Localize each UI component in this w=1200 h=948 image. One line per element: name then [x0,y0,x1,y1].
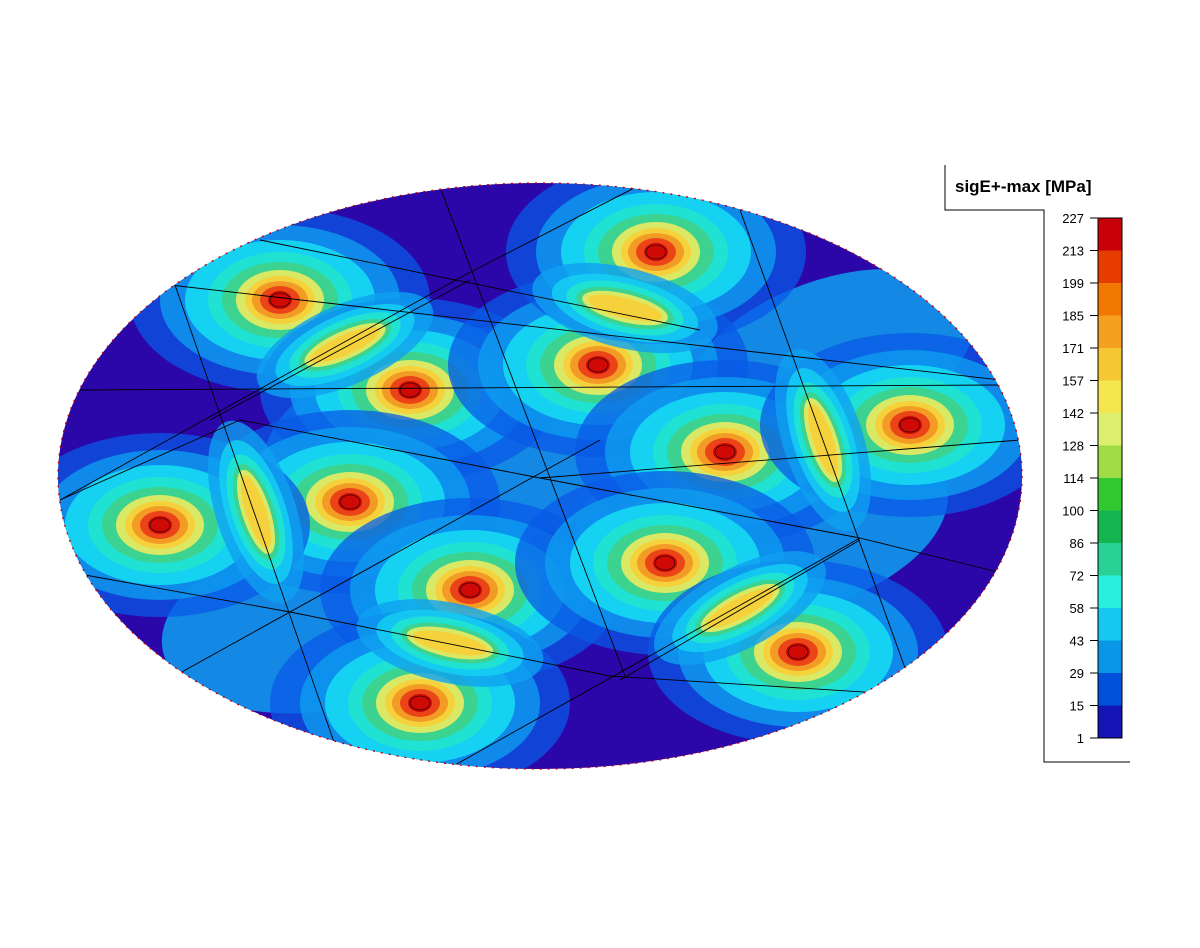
color-legend: sigE+-max [MPa] 227 213 199 185 171 157 142 128… [944,165,1130,763]
legend-tick-label: 199 [1062,276,1084,291]
elongated-hotspot-5 [356,599,544,687]
mesh-line [539,477,861,539]
legend-band [1098,478,1122,511]
mesh-line [539,439,1021,479]
mesh-line [464,184,641,276]
legend-tick-label: 1 [1077,731,1084,746]
plate-outline [57,182,1023,770]
mesh-line [174,284,336,746]
legend-tick-label: 100 [1062,504,1084,519]
legend-tick-label: 213 [1062,244,1084,259]
mesh-line [239,419,541,479]
plate-contour-plot [57,182,1023,770]
legend-frame [944,165,1130,763]
legend-tick-label: 157 [1062,374,1084,389]
mesh-lines [59,184,1021,766]
legend-band [1098,348,1122,381]
mesh-line [289,611,611,677]
legend-band [1098,673,1122,706]
legend-tick-label: 15 [1070,699,1084,714]
mesh-line [169,284,1001,381]
elongated-hotspot-2 [532,262,718,354]
mesh-line [79,384,1001,391]
legend-tick-label: 86 [1070,536,1084,551]
legend-band [1098,380,1122,414]
legend-tick-label: 43 [1070,634,1084,649]
legend-tick-label: 114 [1063,471,1084,486]
legend-band [1098,543,1122,576]
legend-band [1098,640,1122,674]
legend-tick-label: 58 [1070,601,1084,616]
legend-color-bar [1098,218,1122,739]
legend-band [1098,705,1122,739]
legend-tick-label: 72 [1070,569,1084,584]
legend-band [1098,608,1122,641]
contour-regions [58,183,1022,769]
mesh-line [59,419,241,501]
legend-tick-label: 171 [1062,341,1084,356]
elongated-hotspot-3 [207,420,305,604]
mesh-line [739,209,906,669]
legend-tick-label: 29 [1070,666,1084,681]
legend-band [1098,413,1122,446]
legend-band [1098,575,1122,609]
legend-band [1098,218,1122,251]
mesh-line [179,439,601,674]
legend-band [1098,445,1122,479]
mesh-line [59,274,466,501]
mesh-line [859,537,1011,576]
legend-tick-label: 185 [1062,309,1084,324]
mesh-line [209,279,471,421]
mesh-line [259,239,701,331]
mesh-line [454,537,861,766]
hotspot-10 [515,471,815,655]
legend-tick-label: 128 [1062,439,1084,454]
mesh-line [439,186,626,677]
hotspot-8 [58,433,310,617]
mesh-line [619,539,861,681]
legend-tick-label: 142 [1062,406,1084,421]
legend-tick-labels: 227 213 199 185 171 157 142 128 114 100 86 72 58 43 29… [1062,211,1098,746]
legend-tick-label: 227 [1062,211,1084,226]
mesh-line [84,574,291,613]
legend-band [1098,315,1122,349]
legend-band [1098,250,1122,284]
legend-band [1098,283,1122,316]
legend-title: sigE+-max [MPa] [955,177,1092,196]
legend-band [1098,510,1122,544]
